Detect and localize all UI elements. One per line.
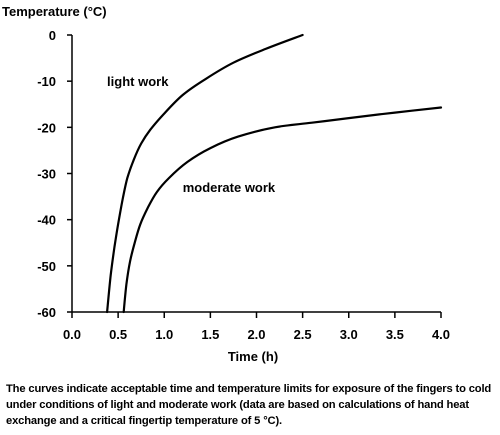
annotation-label: moderate work <box>183 180 276 195</box>
x-tick-label: 1.0 <box>155 327 173 342</box>
x-tick-label: 3.0 <box>340 327 358 342</box>
x-tick-label: 1.5 <box>201 327 219 342</box>
series-line-light-work <box>106 33 304 314</box>
y-tick-label: -50 <box>37 259 56 274</box>
series-layer <box>106 33 443 314</box>
x-tick-label: 0.5 <box>109 327 127 342</box>
series-line-moderate-work <box>122 106 443 314</box>
y-tick-label: 0 <box>49 28 56 43</box>
x-tick-label: 2.5 <box>294 327 312 342</box>
annotation-layer: light work moderate work <box>107 74 276 195</box>
y-ticks: 0 -10 -20 -30 -40 -50 -60 <box>37 28 72 320</box>
x-tick-label: 3.5 <box>386 327 404 342</box>
x-tick-label: 2.0 <box>247 327 265 342</box>
y-tick-label: -10 <box>37 74 56 89</box>
figure-caption: The curves indicate acceptable time and … <box>6 383 492 427</box>
x-ticks: 0.0 0.5 1.0 1.5 2.0 2.5 3.0 3.5 4.0 <box>63 312 450 342</box>
x-axis-label: Time (h) <box>228 349 278 364</box>
x-tick-label: 4.0 <box>432 327 450 342</box>
y-axis-label: Temperature (°C) <box>2 4 107 19</box>
annotation-label: light work <box>107 74 169 89</box>
x-tick-label: 0.0 <box>63 327 81 342</box>
y-tick-label: -20 <box>37 120 56 135</box>
y-tick-label: -60 <box>37 305 56 320</box>
y-tick-label: -30 <box>37 167 56 182</box>
y-tick-label: -40 <box>37 213 56 228</box>
temperature-time-chart: Temperature (°C) 0 -10 -20 -30 -40 -50 -60 0.0… <box>2 4 450 364</box>
